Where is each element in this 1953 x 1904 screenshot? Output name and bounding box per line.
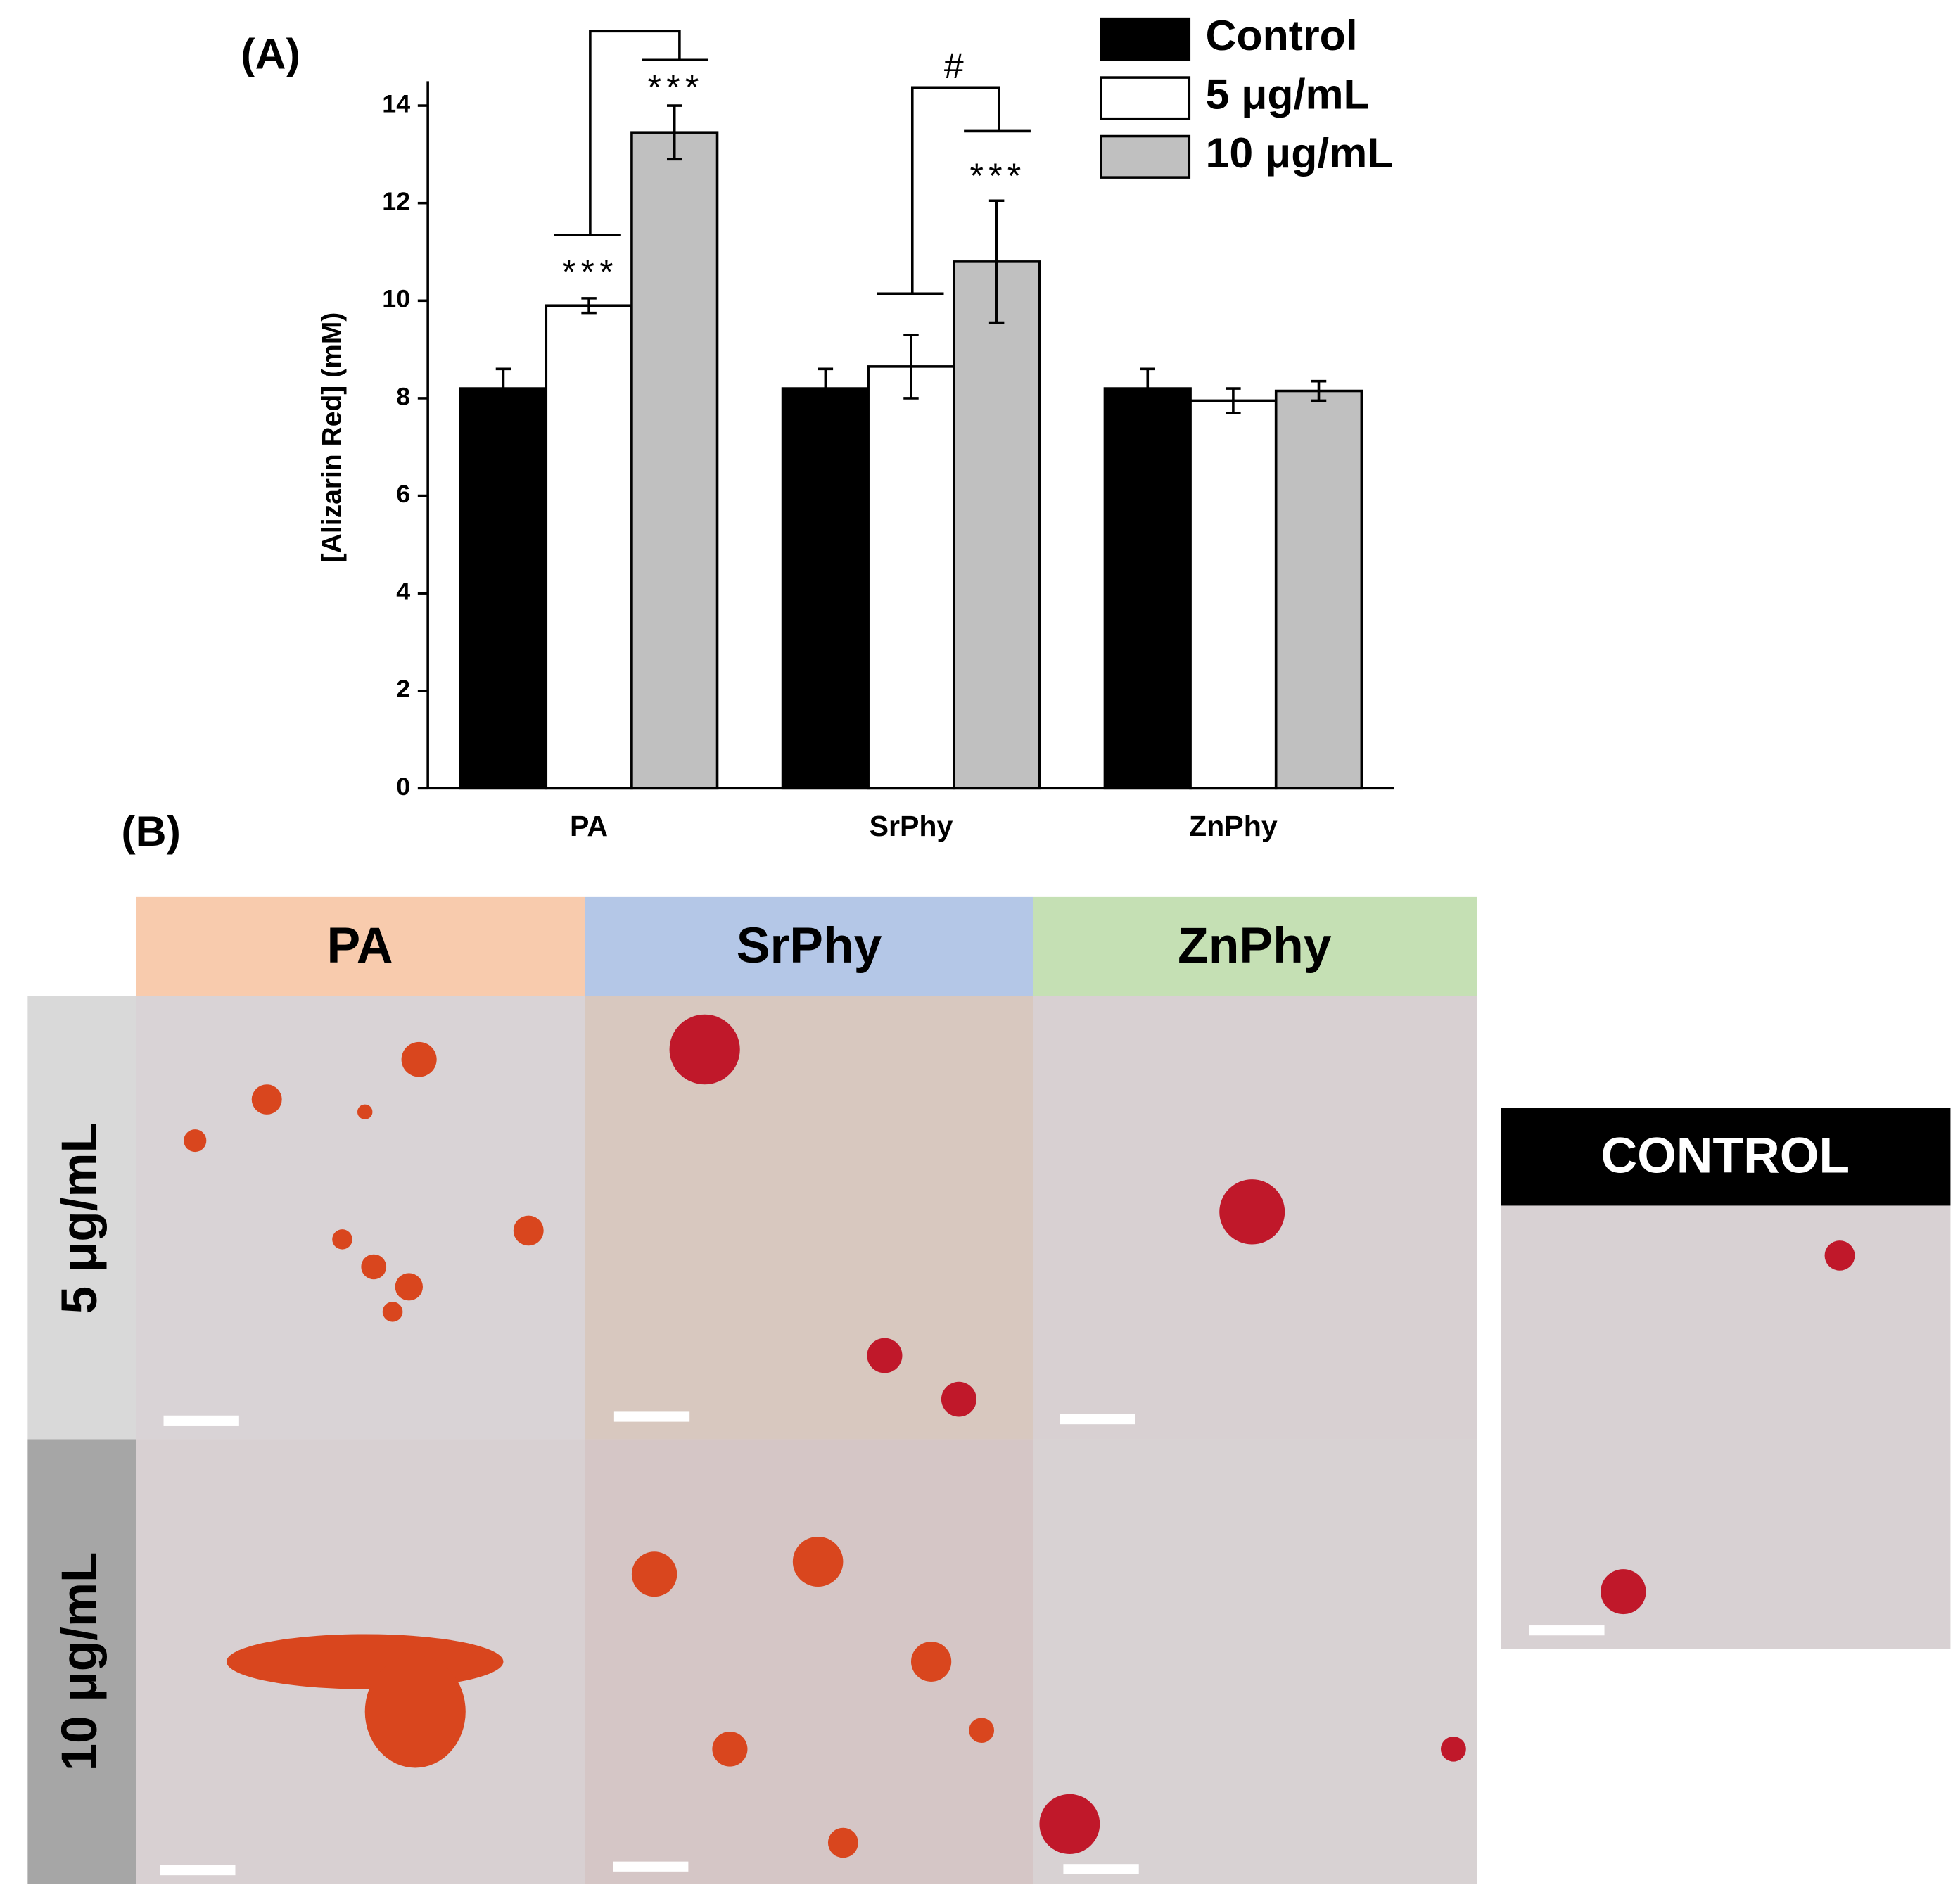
y-axis-label: [Alizarin Red] (mM) <box>317 312 347 563</box>
panel-label: (A) <box>241 30 300 78</box>
bar <box>1189 399 1278 790</box>
annotation: *** <box>648 68 704 107</box>
y-tick-label: 6 <box>396 480 410 508</box>
bar <box>953 260 1041 790</box>
column-title: PA <box>327 918 393 974</box>
y-tick-label: 2 <box>396 675 410 703</box>
column-header <box>585 896 1033 996</box>
y-tick-label: 12 <box>382 187 410 215</box>
plot: 0 2 4 6 8 10 12 14 PA SrPhy ZnPhy Control 5 μg/mL 10 … <box>382 11 1393 842</box>
column-title: SrPhy <box>737 918 882 974</box>
annotation: *** <box>562 253 618 292</box>
y-tick-label: 4 <box>396 578 410 606</box>
bar <box>459 387 548 790</box>
stain-nodules <box>669 1014 1855 1854</box>
row-header <box>27 1439 136 1884</box>
error-bar <box>581 297 597 315</box>
bar <box>781 387 870 790</box>
bar <box>630 131 719 790</box>
legend-swatch <box>1100 76 1191 120</box>
row-title: 10 μg/mL <box>51 1552 108 1772</box>
error-bar <box>666 104 682 161</box>
x-tick-label: ZnPhy <box>1189 810 1278 842</box>
legend-label: 10 μg/mL <box>1206 129 1394 177</box>
error-bar <box>1226 387 1241 414</box>
error-bar <box>818 367 834 410</box>
column-header <box>1033 896 1477 996</box>
bar <box>867 365 955 790</box>
micrographs <box>136 996 1951 1884</box>
bracket <box>910 86 1000 294</box>
bracket <box>589 30 681 235</box>
error-bar <box>1140 367 1155 410</box>
y-tick-label: 14 <box>382 90 410 118</box>
legend-swatch <box>1100 17 1191 62</box>
annotation: # <box>944 46 969 86</box>
micrograph <box>136 996 585 1440</box>
x-tick-label: PA <box>570 810 608 842</box>
stain-blobs <box>184 1041 995 1858</box>
column-title: ZnPhy <box>1178 918 1332 974</box>
legend-swatch <box>1100 134 1191 179</box>
control-header <box>1501 1108 1951 1206</box>
y-tick-label: 8 <box>396 382 410 410</box>
bar <box>545 304 633 790</box>
micrograph <box>1033 1439 1477 1884</box>
x-tick-label: SrPhy <box>870 810 953 842</box>
row-title: 5 μg/mL <box>51 1122 108 1314</box>
panel-label: (B) <box>121 807 180 855</box>
y-tick-label: 0 <box>396 773 410 801</box>
row-header <box>27 996 136 1440</box>
bar <box>1103 387 1192 790</box>
y-tick-label: 10 <box>382 285 410 313</box>
bar <box>1274 389 1363 790</box>
control-title: CONTROL <box>1601 1128 1850 1184</box>
micrograph <box>585 996 1033 1440</box>
error-bar <box>1311 379 1327 402</box>
micrograph <box>1501 1205 1951 1649</box>
error-bar <box>903 334 919 400</box>
column-header <box>136 896 585 996</box>
annotation: *** <box>969 156 1026 196</box>
legend-label: Control <box>1206 11 1358 59</box>
error-bar <box>495 367 511 410</box>
micrograph <box>585 1439 1033 1884</box>
error-bar <box>988 199 1005 324</box>
significance-brackets <box>554 30 1031 296</box>
legend-label: 5 μg/mL <box>1206 70 1370 118</box>
scale-bars <box>160 1411 1605 1876</box>
